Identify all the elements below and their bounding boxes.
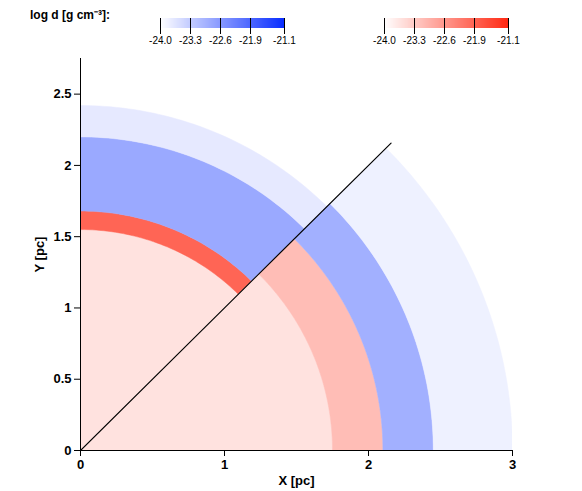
svg-text:-23.3: -23.3 <box>403 35 426 46</box>
svg-text:-22.6: -22.6 <box>209 35 232 46</box>
svg-text:1.5: 1.5 <box>53 229 71 244</box>
svg-text:-22.6: -22.6 <box>433 35 456 46</box>
svg-text:3: 3 <box>509 457 516 472</box>
html-text:log d [g cm⁻³]:: log d [g cm⁻³]: <box>30 8 110 22</box>
svg-text:1: 1 <box>221 457 228 472</box>
svg-text:-21.1: -21.1 <box>497 35 520 46</box>
svg-text:-24.0: -24.0 <box>149 35 172 46</box>
svg-text:-21.9: -21.9 <box>239 35 262 46</box>
svg-text:0.5: 0.5 <box>53 371 71 386</box>
svg-text:-23.3: -23.3 <box>179 35 202 46</box>
svg-text:1: 1 <box>64 300 71 315</box>
svg-text:2: 2 <box>365 457 372 472</box>
svg-text:-21.9: -21.9 <box>463 35 486 46</box>
svg-text:2.5: 2.5 <box>53 86 71 101</box>
svg-text:0: 0 <box>64 443 71 458</box>
svg-text:0: 0 <box>77 457 84 472</box>
svg-text:-21.1: -21.1 <box>273 35 296 46</box>
svg-text:-24.0: -24.0 <box>373 35 396 46</box>
svg-text:2: 2 <box>64 158 71 173</box>
svg-text:Y [pc]: Y [pc] <box>32 237 47 273</box>
svg-text:X [pc]: X [pc] <box>278 473 314 488</box>
